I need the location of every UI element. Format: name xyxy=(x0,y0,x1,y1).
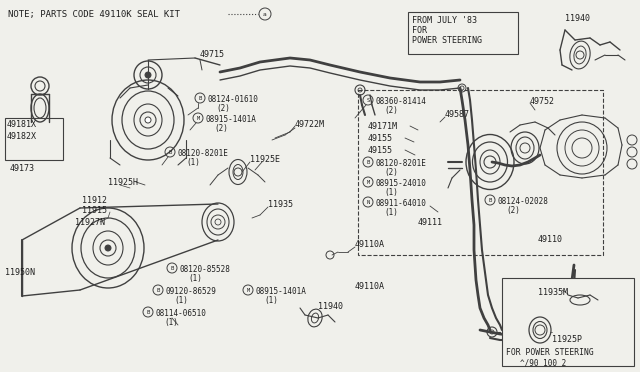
Text: 09120-86529: 09120-86529 xyxy=(166,287,217,296)
Text: 49752: 49752 xyxy=(530,97,555,106)
Text: 08120-8201E: 08120-8201E xyxy=(178,149,229,158)
Text: (1): (1) xyxy=(174,296,188,305)
Text: S: S xyxy=(366,97,370,103)
Text: 11940: 11940 xyxy=(565,14,590,23)
Text: 11915: 11915 xyxy=(82,206,107,215)
Text: M: M xyxy=(246,288,250,292)
Text: 49110A: 49110A xyxy=(355,282,385,291)
Text: ^/90 100 2: ^/90 100 2 xyxy=(520,358,566,367)
Text: 11912: 11912 xyxy=(82,196,107,205)
Text: a: a xyxy=(263,12,267,16)
Text: N: N xyxy=(366,199,370,205)
Text: 08120-85528: 08120-85528 xyxy=(180,265,231,274)
Text: (2): (2) xyxy=(384,106,398,115)
Text: (2): (2) xyxy=(384,168,398,177)
Text: 11925E: 11925E xyxy=(250,155,280,164)
Text: FROM JULY '83: FROM JULY '83 xyxy=(412,16,477,25)
Text: 49722M: 49722M xyxy=(295,120,325,129)
Text: B: B xyxy=(147,310,150,314)
Text: 11927N: 11927N xyxy=(75,218,105,227)
Text: M: M xyxy=(367,180,369,185)
Text: 11925P: 11925P xyxy=(552,335,582,344)
Text: 49155: 49155 xyxy=(368,146,393,155)
Text: M: M xyxy=(196,115,200,121)
Text: 11950N: 11950N xyxy=(5,268,35,277)
Text: 49715: 49715 xyxy=(200,50,225,59)
Text: 11925H: 11925H xyxy=(108,178,138,187)
Text: (1): (1) xyxy=(384,208,398,217)
Text: 08915-24010: 08915-24010 xyxy=(376,179,427,188)
Text: B: B xyxy=(198,96,202,100)
Text: 08120-8201E: 08120-8201E xyxy=(376,159,427,168)
Text: FOR: FOR xyxy=(412,26,427,35)
Text: 11935M: 11935M xyxy=(538,288,568,297)
Bar xyxy=(358,90,603,255)
Text: POWER STEERING: POWER STEERING xyxy=(412,36,482,45)
Text: (1): (1) xyxy=(264,296,278,305)
Text: (1): (1) xyxy=(384,188,398,197)
Text: 08911-64010: 08911-64010 xyxy=(376,199,427,208)
Bar xyxy=(502,278,634,366)
Text: 08124-02028: 08124-02028 xyxy=(498,197,549,206)
Text: 49181X: 49181X xyxy=(7,120,37,129)
Bar xyxy=(408,12,518,54)
Text: 49182X: 49182X xyxy=(7,132,37,141)
Text: 08915-1401A: 08915-1401A xyxy=(206,115,257,124)
Text: 49587: 49587 xyxy=(445,110,470,119)
Text: 49173: 49173 xyxy=(10,164,35,173)
Text: 08915-1401A: 08915-1401A xyxy=(256,287,307,296)
Text: (2): (2) xyxy=(216,104,230,113)
Text: FOR POWER STEERING: FOR POWER STEERING xyxy=(506,348,594,357)
Text: (1): (1) xyxy=(186,158,200,167)
Text: 11940: 11940 xyxy=(318,302,343,311)
Text: 49110A: 49110A xyxy=(355,240,385,249)
Text: 49155: 49155 xyxy=(368,134,393,143)
Text: B: B xyxy=(366,160,370,164)
Text: B: B xyxy=(488,198,492,202)
Text: 49111: 49111 xyxy=(418,218,443,227)
Circle shape xyxy=(145,72,151,78)
Text: (1): (1) xyxy=(164,318,178,327)
Text: (1): (1) xyxy=(188,274,202,283)
Text: 08124-01610: 08124-01610 xyxy=(208,95,259,104)
Text: NOTE; PARTS CODE 49110K SEAL KIT: NOTE; PARTS CODE 49110K SEAL KIT xyxy=(8,10,180,19)
Bar xyxy=(5,118,63,160)
Text: 08360-81414: 08360-81414 xyxy=(376,97,427,106)
Text: 49110: 49110 xyxy=(538,235,563,244)
Text: (2): (2) xyxy=(214,124,228,133)
Circle shape xyxy=(105,245,111,251)
Text: 49171M: 49171M xyxy=(368,122,398,131)
Text: 11935: 11935 xyxy=(268,200,293,209)
Text: (2): (2) xyxy=(506,206,520,215)
Circle shape xyxy=(145,117,151,123)
Text: B: B xyxy=(156,288,159,292)
Text: B: B xyxy=(168,150,172,154)
Text: B: B xyxy=(170,266,173,270)
Text: 08114-06510: 08114-06510 xyxy=(156,309,207,318)
